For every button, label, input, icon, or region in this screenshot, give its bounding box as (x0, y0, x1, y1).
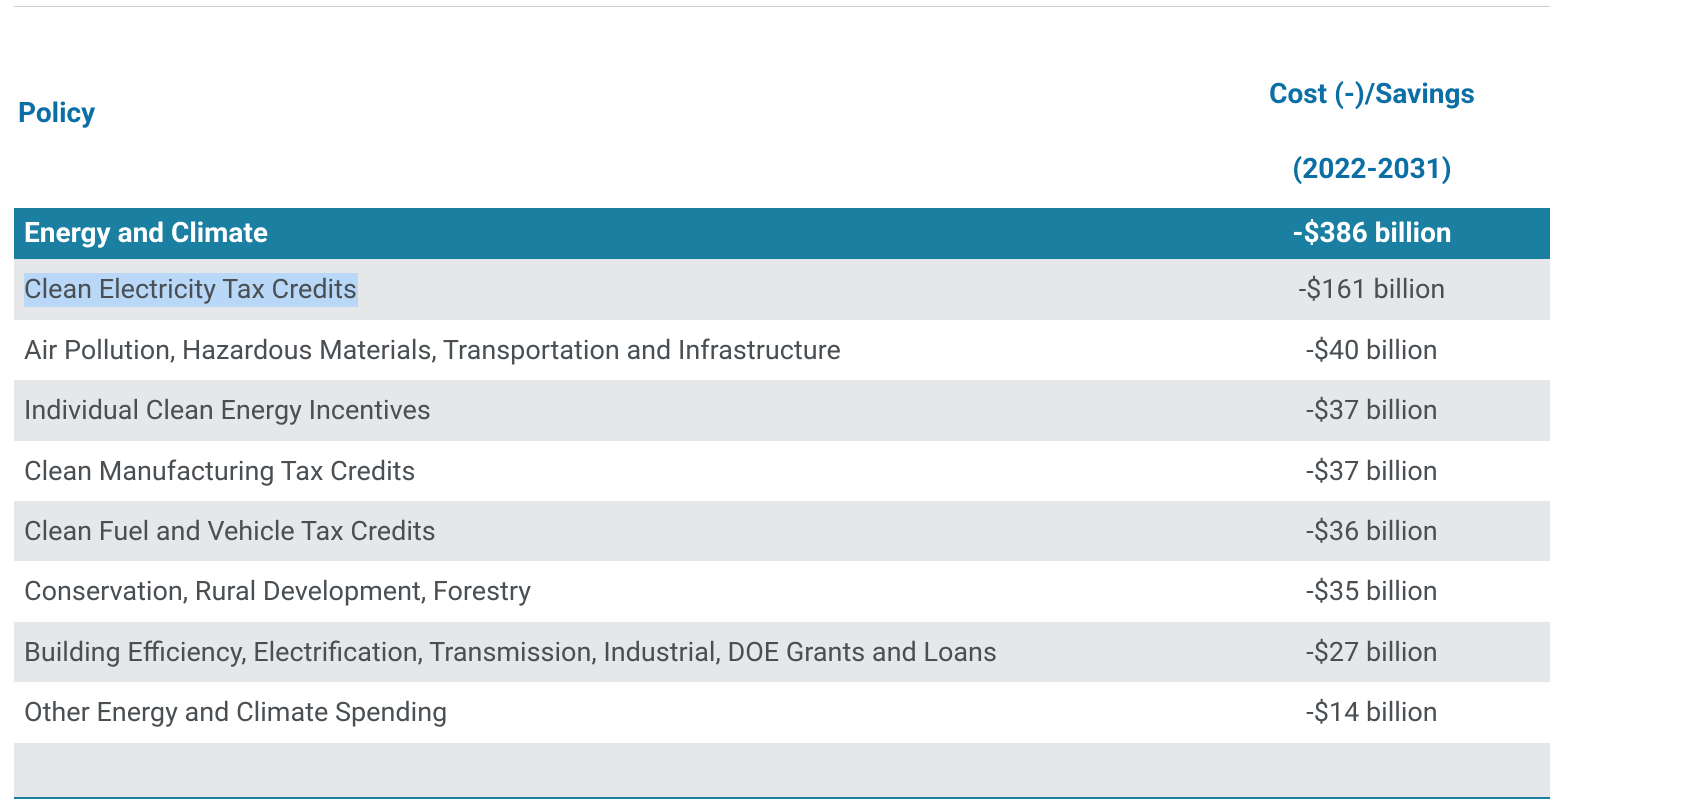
table-row: Building Efficiency, Electrification, Tr… (14, 622, 1550, 682)
cost-cell: -$35 billion (1194, 561, 1550, 621)
section-name: Energy and Climate (14, 208, 1194, 259)
table-row: Other Energy and Climate Spending-$14 bi… (14, 682, 1550, 742)
section-total: -$386 billion (1194, 208, 1550, 259)
policy-cell: Other Energy and Climate Spending (14, 682, 1194, 742)
header-cost-line1: Cost (-)/Savings (1269, 77, 1475, 110)
cost-cell: -$37 billion (1194, 380, 1550, 440)
table-row: Clean Electricity Tax Credits -$161 billi… (14, 259, 1550, 319)
table-row: Clean Fuel and Vehicle Tax Credits-$36 b… (14, 501, 1550, 561)
cost-cell: -$27 billion (1194, 622, 1550, 682)
table-container: Policy Cost (-)/Savings (2022-2031) Ener… (14, 6, 1550, 799)
policy-cell: Clean Electricity Tax Credits (14, 259, 1194, 319)
table-row: Clean Manufacturing Tax Credits-$37 bill… (14, 441, 1550, 501)
top-rule (14, 6, 1550, 7)
cost-cell: -$36 billion (1194, 501, 1550, 561)
table-footer-spacer (14, 743, 1550, 798)
cost-cell: -$14 billion (1194, 682, 1550, 742)
table-row: Conservation, Rural Development, Forestr… (14, 561, 1550, 621)
policy-cell: Individual Clean Energy Incentives (14, 380, 1194, 440)
policy-cost-table: Policy Cost (-)/Savings (2022-2031) Ener… (14, 25, 1550, 799)
header-policy: Policy (14, 25, 1194, 208)
table-row: Air Pollution, Hazardous Materials, Tran… (14, 320, 1550, 380)
cost-cell: -$37 billion (1194, 441, 1550, 501)
header-cost: Cost (-)/Savings (2022-2031) (1194, 25, 1550, 208)
cost-cell: -$40 billion (1194, 320, 1550, 380)
policy-cell: Building Efficiency, Electrification, Tr… (14, 622, 1194, 682)
policy-cell: Clean Manufacturing Tax Credits (14, 441, 1194, 501)
section-row: Energy and Climate-$386 billion (14, 208, 1550, 259)
highlighted-text: Clean Electricity Tax Credits (24, 273, 358, 307)
policy-cell: Clean Fuel and Vehicle Tax Credits (14, 501, 1194, 561)
policy-cell: Air Pollution, Hazardous Materials, Tran… (14, 320, 1194, 380)
table-row: Individual Clean Energy Incentives-$37 b… (14, 380, 1550, 440)
table-header-row: Policy Cost (-)/Savings (2022-2031) (14, 25, 1550, 208)
cost-cell: -$161 billion (1194, 259, 1550, 319)
policy-cell: Conservation, Rural Development, Forestr… (14, 561, 1194, 621)
header-cost-line2: (2022-2031) (1292, 152, 1451, 185)
footer-spacer-cell (14, 743, 1550, 798)
